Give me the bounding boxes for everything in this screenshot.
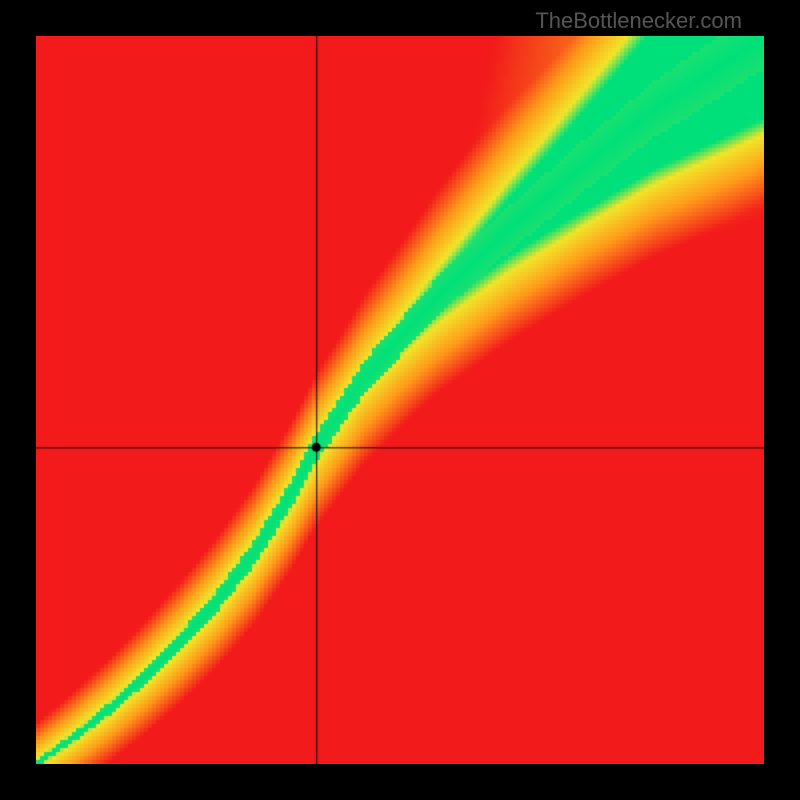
chart-container: TheBottlenecker.com [0, 0, 800, 800]
bottleneck-heatmap [36, 36, 764, 764]
watermark-label: TheBottlenecker.com [535, 8, 742, 34]
